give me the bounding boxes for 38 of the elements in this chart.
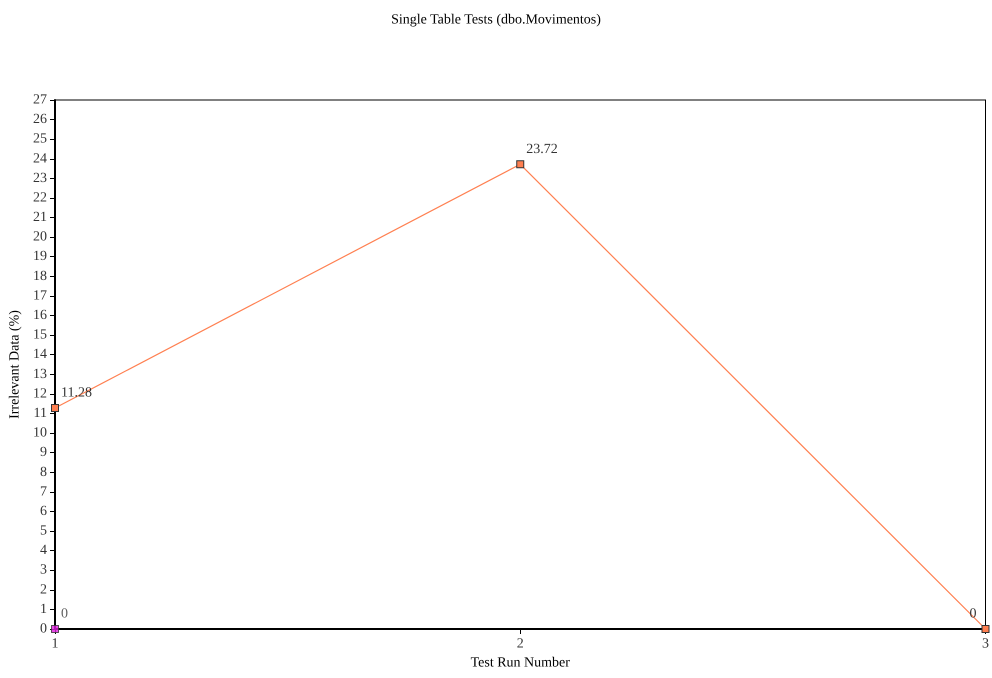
y-axis-title: Irrelevant Data (%) xyxy=(8,310,22,419)
y-tick-label: 4 xyxy=(40,543,47,558)
y-tick-label: 11 xyxy=(34,406,47,421)
y-tick-label: 12 xyxy=(33,386,47,402)
chart-title: Single Table Tests (dbo.Movimentos) xyxy=(391,12,602,28)
y-tick-label: 27 xyxy=(33,92,47,108)
y-tick-label: 21 xyxy=(33,210,47,226)
data-label: 23.72 xyxy=(526,142,558,157)
y-tick-label: 16 xyxy=(33,308,47,324)
y-tick-label: 15 xyxy=(33,328,47,343)
x-axis-title: Test Run Number xyxy=(470,655,570,670)
y-tick-label: 14 xyxy=(33,347,47,362)
y-tick-label: 20 xyxy=(33,230,47,245)
y-tick-label: 5 xyxy=(40,524,47,539)
x-tick-label: 2 xyxy=(516,636,524,652)
point xyxy=(516,160,524,168)
y-tick-label: 23 xyxy=(33,170,47,186)
data-label: 0 xyxy=(61,606,68,622)
y-tick-label: 0 xyxy=(40,622,47,636)
y-tick-label: 26 xyxy=(33,112,47,128)
y-tick-label: 2 xyxy=(40,582,47,598)
y-tick-label: 19 xyxy=(33,249,47,264)
y-tick-label: 1 xyxy=(40,602,47,617)
point xyxy=(51,404,59,412)
y-tick-label: 8 xyxy=(40,464,47,480)
y-tick-label: 25 xyxy=(33,132,47,147)
y-tick-label: 10 xyxy=(33,426,47,441)
y-tick-label: 22 xyxy=(33,190,47,206)
y-tick-label: 13 xyxy=(33,366,47,382)
x-tick-label: 1 xyxy=(52,636,58,652)
y-tick-label: 24 xyxy=(33,151,47,166)
x-tick-label: 3 xyxy=(982,636,989,652)
y-tick-label: 3 xyxy=(40,562,47,578)
y-tick-label: 7 xyxy=(40,484,47,500)
y-tick-label: 6 xyxy=(40,504,47,519)
y-tick-label: 17 xyxy=(33,288,47,304)
y-tick-label: 18 xyxy=(33,268,47,284)
y-tick-label: 9 xyxy=(40,445,47,460)
